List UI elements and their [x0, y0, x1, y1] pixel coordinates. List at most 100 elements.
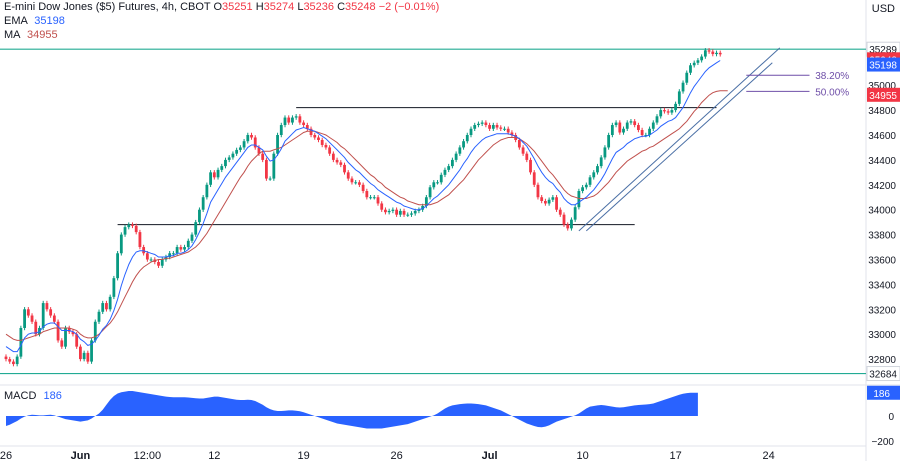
candle-body [112, 278, 116, 297]
time-tick-label: 12 [208, 450, 220, 461]
candle-body [614, 122, 618, 126]
candle-body [343, 164, 346, 173]
candle-body [324, 144, 328, 148]
candle-body [555, 197, 558, 210]
candle-body [216, 169, 220, 178]
ma-label: MA [4, 29, 20, 41]
candle-body [715, 52, 718, 55]
candle-body [354, 182, 358, 184]
candle-body [268, 178, 272, 180]
candle-body [655, 116, 659, 123]
candle-body [443, 169, 447, 175]
candle-body [41, 303, 45, 328]
candle-body [220, 166, 224, 170]
candle-body [525, 153, 529, 160]
candle-body [287, 117, 291, 123]
candle-body [56, 321, 60, 341]
candle-body [491, 125, 495, 129]
candle-body [97, 311, 101, 322]
currency-label: USD [871, 3, 895, 15]
candle-body [71, 331, 75, 335]
ema-legend: EMA 35198 [4, 14, 65, 28]
candle-body [67, 327, 71, 332]
ema-label: EMA [4, 15, 28, 27]
price-axis-badge-label: 32684 [869, 370, 897, 381]
candle-body [246, 134, 250, 142]
candle-body [224, 159, 227, 167]
candle-body [235, 149, 239, 154]
candle-body [644, 134, 648, 136]
candle-body [692, 62, 696, 66]
candle-body [127, 224, 131, 228]
candle-body [398, 210, 402, 215]
candle-body [651, 122, 655, 129]
candle-body [369, 197, 372, 199]
fib-level-label: 50.00% [815, 87, 849, 98]
candle-body [610, 125, 614, 135]
uptrend-line-lower [585, 62, 773, 232]
candle-body [700, 56, 704, 61]
change-value: −2 (−0.01%) [378, 1, 440, 13]
candle-body [201, 197, 205, 210]
ema-value: 35198 [34, 15, 65, 27]
candle-body [116, 253, 119, 279]
ma-value: 34955 [26, 29, 58, 41]
candle-body [172, 253, 175, 255]
price-tick-label: 34400 [868, 156, 896, 167]
chart-legend-title: E-mini Dow Jones ($5) Futures, 4h, CBOT … [4, 0, 439, 14]
candle-body [305, 125, 309, 129]
candle-body [380, 203, 384, 210]
price-axis-badge-label: 34955 [869, 91, 897, 102]
candle-body [15, 356, 19, 365]
candle-body [335, 159, 339, 163]
candle-body [473, 125, 477, 129]
candle-body [566, 224, 570, 229]
candle-body [19, 327, 23, 357]
candle-body [588, 177, 592, 185]
candle-body [599, 157, 603, 167]
candle-body [101, 303, 105, 312]
candle-body [339, 162, 343, 165]
macd-tick-label: 0 [888, 412, 894, 423]
candle-body [26, 309, 30, 316]
low-label: L [297, 1, 304, 13]
candle-body [484, 122, 488, 126]
candle-body [108, 296, 112, 310]
candle-body [432, 182, 436, 188]
candle-body [168, 253, 172, 258]
high-value: 35274 [263, 1, 295, 13]
candle-body [242, 141, 246, 148]
candle-body [23, 309, 26, 328]
candle-body [79, 346, 82, 360]
candle-body [503, 128, 506, 130]
candle-body [659, 110, 663, 117]
candle-body [376, 197, 380, 204]
candle-body [119, 234, 123, 254]
candle-body [711, 51, 715, 55]
candle-body [506, 128, 510, 133]
price-tick-label: 33800 [868, 231, 896, 242]
time-tick-label: 24 [762, 450, 774, 461]
price-tick-label: 33600 [868, 255, 896, 266]
candle-body [417, 209, 421, 211]
candle-body [436, 182, 439, 184]
candle-body [45, 303, 49, 310]
candle-body [495, 125, 499, 128]
candle-body [34, 321, 38, 335]
candle-body [30, 315, 34, 322]
candle-body [544, 200, 547, 204]
candle-body [648, 128, 651, 135]
candle-body [551, 197, 555, 200]
candle-body [212, 172, 216, 178]
candle-body [707, 50, 711, 52]
candle-body [261, 153, 265, 160]
candle-body [250, 134, 253, 138]
candle-body [603, 147, 607, 158]
candle-body [562, 214, 566, 225]
open-label: O [213, 1, 223, 13]
candle-body [685, 72, 689, 83]
candle-body [328, 147, 332, 154]
candle-body [696, 60, 700, 63]
candle-body [309, 128, 313, 135]
